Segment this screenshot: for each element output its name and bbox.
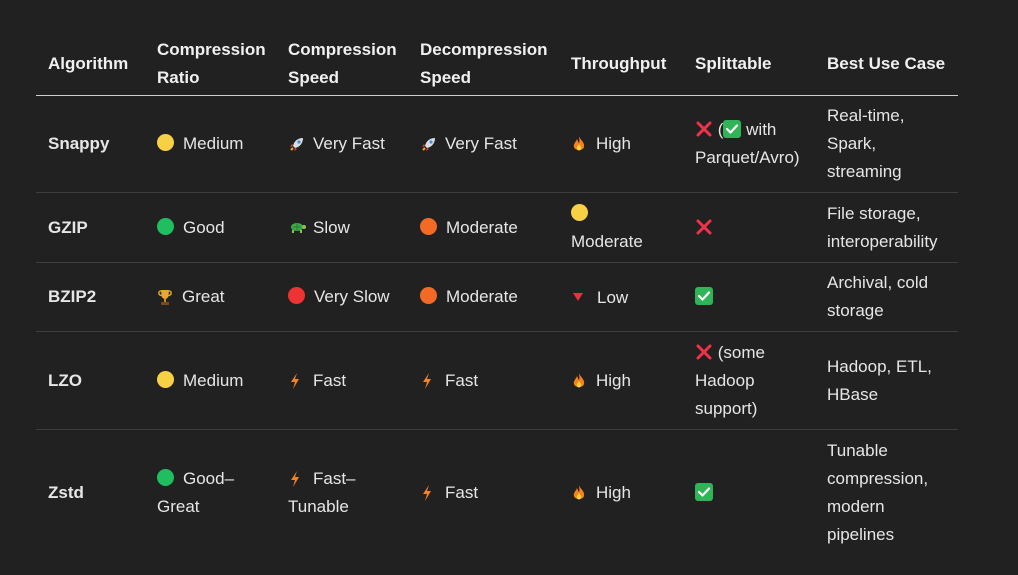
fire-icon <box>571 484 587 500</box>
fire-icon <box>571 135 587 151</box>
compression-speed-cell: Fast–Tunable <box>276 430 408 556</box>
header-compression-speed: Compression Speed <box>276 32 408 96</box>
compression-speed-cell: Fast <box>276 331 408 430</box>
throughput-cell: High <box>559 331 683 430</box>
cross-mark-icon <box>695 218 713 236</box>
trophy-icon <box>157 288 173 305</box>
ratio-cell: Good–Great <box>145 430 276 556</box>
table-row: Snappy Medium Very Fast Very Fast High (… <box>36 95 958 193</box>
splittable-cell: (some Hadoop support) <box>683 331 815 430</box>
compression-comparison-table: Algorithm Compression Ratio Compression … <box>36 32 958 556</box>
throughput-cell: Low <box>559 262 683 332</box>
header-decompression-speed: Decompression Speed <box>408 32 559 96</box>
check-mark-icon <box>723 120 742 138</box>
compression-speed-cell: Very Fast <box>276 95 408 193</box>
decompression-speed-text: Moderate <box>446 287 518 306</box>
compression-speed-text: Very Fast <box>313 134 385 153</box>
algorithm-cell: BZIP2 <box>36 262 145 332</box>
ratio-text: Good <box>183 217 225 237</box>
decompression-speed-cell: Very Fast <box>408 95 559 193</box>
compression-speed-cell: Very Slow <box>276 262 408 332</box>
splittable-cell: ( with Parquet/Avro) <box>683 95 815 193</box>
throughput-cell: Moderate <box>559 192 683 263</box>
check-mark-icon <box>695 482 713 501</box>
throughput-text: High <box>596 134 631 153</box>
splittable-cell <box>683 192 815 263</box>
ratio-cell: Medium <box>145 95 276 193</box>
decompression-speed-text: Fast <box>445 370 479 390</box>
yellow-circle-icon <box>571 203 588 221</box>
ratio-text: Good–Great <box>157 468 235 516</box>
lightning-icon <box>420 484 436 501</box>
ratio-text: Medium <box>183 370 244 390</box>
decompression-speed-text: Very Fast <box>445 134 517 153</box>
throughput-text: Moderate <box>571 231 643 251</box>
cross-mark-icon <box>695 120 713 138</box>
table-header-row: Algorithm Compression Ratio Compression … <box>36 32 958 96</box>
splittable-cell <box>683 430 815 556</box>
splittable-paren: ( <box>717 120 724 139</box>
decompression-speed-text: Fast <box>445 482 479 502</box>
rocket-icon <box>288 135 304 151</box>
throughput-text: High <box>596 370 631 390</box>
table-row: BZIP2 Great Very Slow Moderate Low Archi… <box>36 262 958 332</box>
ratio-cell: Great <box>145 262 276 332</box>
check-mark-icon <box>695 287 713 305</box>
table-row: LZO Medium Fast Fast High (some Hadoop s… <box>36 331 958 430</box>
green-circle-icon <box>157 468 174 486</box>
orange-circle-icon <box>420 217 437 235</box>
orange-circle-icon <box>420 287 437 304</box>
splittable-cell <box>683 262 815 332</box>
turtle-icon <box>288 219 306 235</box>
header-algorithm: Algorithm <box>36 32 145 96</box>
cross-mark-icon <box>695 343 713 361</box>
red-triangle-down-icon <box>573 283 583 301</box>
splittable-text: (some Hadoop support) <box>695 342 765 418</box>
use-case-cell: File storage, interoperability <box>815 192 958 263</box>
lightning-icon <box>288 470 304 487</box>
algorithm-cell: Snappy <box>36 95 145 193</box>
compression-speed-text: Fast <box>313 370 347 390</box>
compression-speed-text: Very Slow <box>314 287 390 306</box>
table-row: GZIP Good Slow Moderate Moderate File st… <box>36 192 958 263</box>
red-circle-icon <box>288 287 305 304</box>
compression-speed-text: Fast–Tunable <box>288 468 356 516</box>
header-splittable: Splittable <box>683 32 815 96</box>
decompression-speed-text: Moderate <box>446 217 518 237</box>
green-circle-icon <box>157 217 174 235</box>
compression-speed-text: Slow <box>313 217 350 237</box>
decompression-speed-cell: Moderate <box>408 262 559 332</box>
fire-icon <box>571 372 587 388</box>
ratio-cell: Good <box>145 192 276 263</box>
header-throughput: Throughput <box>559 32 683 96</box>
lightning-icon <box>288 372 304 389</box>
ratio-text: Great <box>182 287 225 306</box>
yellow-circle-icon <box>157 134 174 151</box>
ratio-cell: Medium <box>145 331 276 430</box>
use-case-cell: Tunable compression, modern pipelines <box>827 440 929 544</box>
ratio-text: Medium <box>183 134 244 153</box>
throughput-cell: High <box>559 95 683 193</box>
use-case-cell: Hadoop, ETL, HBase <box>815 331 958 430</box>
header-best-use-case: Best Use Case <box>815 32 958 96</box>
throughput-text: High <box>596 482 631 502</box>
use-case-cell: Real-time, Spark, streaming <box>815 95 958 193</box>
compression-speed-cell: Slow <box>276 192 408 263</box>
comparison-table-container: Algorithm Compression Ratio Compression … <box>36 32 958 556</box>
header-compression-ratio: Compression Ratio <box>145 32 276 96</box>
algorithm-cell: Zstd <box>48 482 84 502</box>
throughput-cell: High <box>559 430 683 556</box>
throughput-text: Low <box>597 287 629 307</box>
rocket-icon <box>420 135 436 151</box>
algorithm-cell: LZO <box>36 331 145 430</box>
splittable-text: with Parquet/Avro) <box>695 120 800 167</box>
yellow-circle-icon <box>157 370 174 388</box>
decompression-speed-cell: Moderate <box>408 192 559 263</box>
decompression-speed-cell: Fast <box>408 430 559 556</box>
algorithm-cell: GZIP <box>36 192 145 263</box>
lightning-icon <box>420 372 436 389</box>
use-case-cell: Archival, cold storage <box>815 262 958 332</box>
decompression-speed-cell: Fast <box>408 331 559 430</box>
table-row: Zstd Good–Great Fast–Tunable Fast High T… <box>36 430 958 556</box>
